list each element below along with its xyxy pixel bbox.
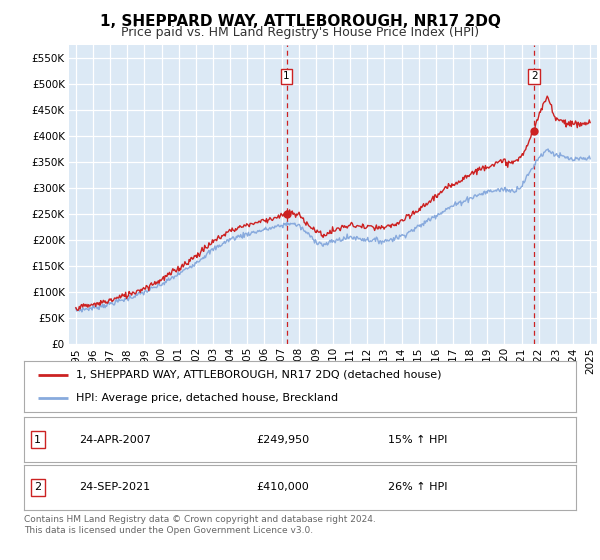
Text: £249,950: £249,950 bbox=[256, 435, 309, 445]
Text: HPI: Average price, detached house, Breckland: HPI: Average price, detached house, Brec… bbox=[76, 393, 338, 403]
Text: Contains HM Land Registry data © Crown copyright and database right 2024.
This d: Contains HM Land Registry data © Crown c… bbox=[24, 515, 376, 535]
Text: 1, SHEPPARD WAY, ATTLEBOROUGH, NR17 2DQ: 1, SHEPPARD WAY, ATTLEBOROUGH, NR17 2DQ bbox=[100, 14, 500, 29]
Text: 2: 2 bbox=[531, 71, 538, 81]
Text: 1: 1 bbox=[283, 71, 290, 81]
Text: 24-SEP-2021: 24-SEP-2021 bbox=[79, 482, 151, 492]
Text: 1: 1 bbox=[34, 435, 41, 445]
Text: 2: 2 bbox=[34, 482, 41, 492]
Text: 24-APR-2007: 24-APR-2007 bbox=[79, 435, 151, 445]
Text: 15% ↑ HPI: 15% ↑ HPI bbox=[388, 435, 448, 445]
Text: 1, SHEPPARD WAY, ATTLEBOROUGH, NR17 2DQ (detached house): 1, SHEPPARD WAY, ATTLEBOROUGH, NR17 2DQ … bbox=[76, 370, 442, 380]
Text: £410,000: £410,000 bbox=[256, 482, 308, 492]
Text: 26% ↑ HPI: 26% ↑ HPI bbox=[388, 482, 448, 492]
Text: Price paid vs. HM Land Registry's House Price Index (HPI): Price paid vs. HM Land Registry's House … bbox=[121, 26, 479, 39]
